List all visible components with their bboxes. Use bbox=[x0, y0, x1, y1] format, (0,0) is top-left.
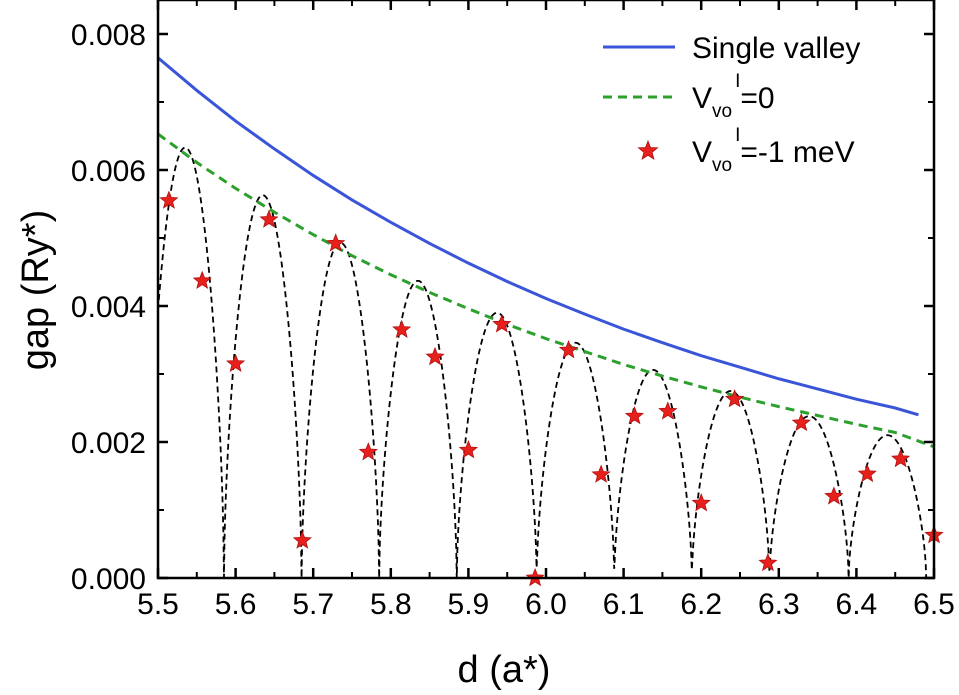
data-point-star bbox=[225, 353, 246, 372]
data-point-star bbox=[691, 493, 711, 512]
y-tick-label: 0.002 bbox=[71, 427, 146, 460]
data-point-star bbox=[558, 340, 579, 359]
data-point-star bbox=[658, 401, 678, 420]
data-point-star bbox=[458, 440, 479, 459]
x-axis-title: d (a*) bbox=[458, 649, 551, 691]
data-point-star bbox=[326, 233, 346, 252]
data-point-star bbox=[824, 486, 844, 505]
plot-frame bbox=[156, 0, 936, 580]
data-point-star bbox=[624, 406, 645, 425]
legend-label-single-valley: Single valley bbox=[692, 32, 860, 65]
data-point-star bbox=[392, 319, 412, 338]
data-point-star bbox=[192, 270, 212, 289]
x-tick-label: 5.9 bbox=[448, 588, 490, 621]
x-tick-labels: 5.5 5.6 5.7 5.8 5.9 6.0 6.1 6.2 6.3 6.4 6.5 bbox=[137, 588, 955, 621]
data-point-star bbox=[492, 314, 512, 333]
data-point-star bbox=[425, 346, 445, 366]
y-tick-labels: 0.000 0.002 0.004 0.006 0.008 bbox=[71, 19, 146, 596]
data-point-star bbox=[891, 448, 911, 468]
x-tick-label: 5.6 bbox=[215, 588, 257, 621]
y-tick-label: 0.000 bbox=[71, 563, 146, 596]
data-point-star bbox=[724, 389, 745, 408]
data-point-star bbox=[857, 463, 877, 483]
data-point-star bbox=[159, 190, 179, 209]
y-tick-label: 0.008 bbox=[71, 19, 146, 52]
y-tick-label: 0.004 bbox=[71, 291, 146, 324]
legend: Single valley VvoI=0 VvoI=-1 meV bbox=[603, 32, 860, 176]
x-tick-label: 6.3 bbox=[758, 588, 800, 621]
data-point-star bbox=[791, 412, 811, 432]
markers-layer bbox=[159, 190, 944, 587]
data-point-star bbox=[259, 209, 279, 228]
axis-ticks bbox=[156, 0, 936, 580]
x-tick-label: 6.4 bbox=[836, 588, 878, 621]
data-point-star bbox=[358, 442, 378, 461]
legend-label-vvo-minus1: VvoI=-1 meV bbox=[692, 125, 855, 176]
x-tick-label: 6.0 bbox=[525, 588, 567, 621]
legend-swatch-star bbox=[637, 139, 659, 160]
y-axis-title: gap (Ry*) bbox=[15, 210, 57, 371]
x-tick-label: 5.8 bbox=[370, 588, 412, 621]
x-tick-label: 6.1 bbox=[603, 588, 645, 621]
curves-layer bbox=[158, 56, 934, 578]
legend-star-marker bbox=[637, 139, 659, 160]
plot-area bbox=[158, 56, 944, 587]
series-vvo-zero-line bbox=[158, 132, 934, 449]
x-tick-label: 5.5 bbox=[137, 588, 179, 621]
legend-label-vvo-zero: VvoI=0 bbox=[692, 71, 775, 122]
data-point-star bbox=[758, 552, 778, 572]
data-point-star bbox=[292, 530, 312, 549]
data-point-star bbox=[591, 464, 611, 483]
series-oscillating-gap-line bbox=[158, 146, 934, 578]
series-single-valley-line bbox=[158, 56, 919, 417]
x-tick-label: 6.2 bbox=[680, 588, 722, 621]
y-tick-label: 0.006 bbox=[71, 155, 146, 188]
x-tick-label: 5.7 bbox=[292, 588, 334, 621]
x-tick-label: 6.5 bbox=[913, 588, 955, 621]
